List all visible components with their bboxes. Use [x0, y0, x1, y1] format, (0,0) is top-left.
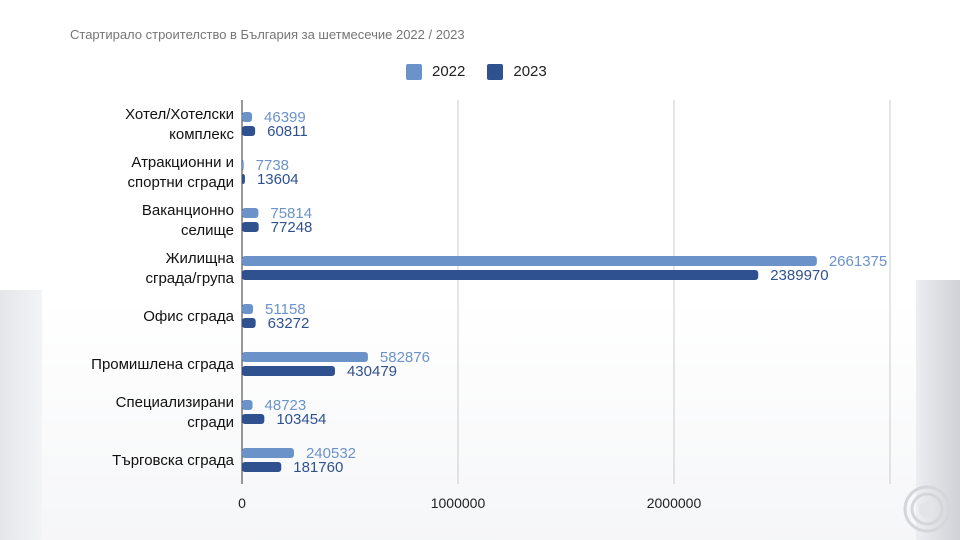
- data-label-2022: 240532: [306, 445, 356, 462]
- data-label-2023: 63272: [268, 315, 310, 332]
- data-label-2022: 46399: [264, 109, 306, 126]
- category-label: Ваканционно: [142, 202, 234, 219]
- background-panel-right: [916, 280, 960, 540]
- bar-2022: [242, 256, 817, 266]
- category-label: Атракционни и: [131, 154, 234, 171]
- data-label-2023: 13604: [257, 171, 299, 188]
- legend-label-2022: 2022: [432, 63, 466, 80]
- chart-legend: 2022 2023: [406, 63, 569, 80]
- bar-2023: [242, 222, 259, 232]
- category-label: Търговска сграда: [112, 452, 234, 469]
- bar-2023: [242, 462, 282, 472]
- data-label-2022: 582876: [380, 349, 430, 366]
- data-label-2023: 103454: [276, 411, 326, 428]
- background-fade: [42, 300, 916, 540]
- data-label-2022: 75814: [270, 205, 312, 222]
- data-label-2023: 60811: [267, 123, 308, 140]
- bar-2023: [242, 366, 335, 376]
- bar-2023: [242, 414, 265, 424]
- bar-2022: [242, 160, 244, 170]
- category-label: Офис сграда: [143, 308, 234, 325]
- chart-title: Стартирало строителство в България за ше…: [70, 27, 465, 42]
- category-label: спортни сгради: [128, 174, 234, 191]
- category-label: сграда/група: [145, 270, 234, 287]
- x-tick-label: 0: [238, 495, 246, 511]
- data-label-2023: 181760: [293, 459, 343, 476]
- background-panel-left: [0, 290, 42, 540]
- bar-2023: [242, 318, 256, 328]
- bar-2022: [242, 208, 259, 218]
- bar-2022: [242, 352, 368, 362]
- legend-swatch-2023: [487, 63, 504, 80]
- bar-2023: [242, 126, 256, 136]
- legend-item-2022[interactable]: 2022: [406, 63, 465, 80]
- category-label: Промишлена сграда: [91, 356, 234, 373]
- bar-2022: [242, 400, 253, 410]
- data-label-2023: 77248: [271, 219, 313, 236]
- data-label-2023: 430479: [347, 363, 397, 380]
- data-label-2022: 51158: [265, 301, 306, 318]
- category-label: Специализирани: [116, 394, 234, 411]
- category-label: сгради: [187, 414, 234, 431]
- category-label: селище: [181, 222, 234, 239]
- category-label: Хотел/Хотелски: [125, 106, 234, 123]
- bar-2022: [242, 448, 294, 458]
- category-label: комплекс: [169, 126, 234, 143]
- legend-item-2023[interactable]: 2023: [487, 63, 547, 80]
- category-label: Жилищна: [166, 250, 235, 267]
- bar-2022: [242, 112, 253, 122]
- data-label-2022: 7738: [256, 157, 289, 174]
- data-label-2023: 2389970: [770, 267, 828, 284]
- data-label-2022: 2661375: [829, 253, 887, 270]
- logo-icon: [903, 485, 951, 533]
- data-label-2022: 48723: [265, 397, 307, 414]
- legend-swatch-2022: [406, 63, 422, 80]
- x-tick-label: 2000000: [647, 495, 702, 511]
- bar-2023: [242, 270, 759, 280]
- x-tick-label: 1000000: [431, 495, 486, 511]
- legend-label-2023: 2023: [513, 63, 547, 80]
- bar-2023: [242, 174, 245, 184]
- bar-2022: [242, 304, 254, 314]
